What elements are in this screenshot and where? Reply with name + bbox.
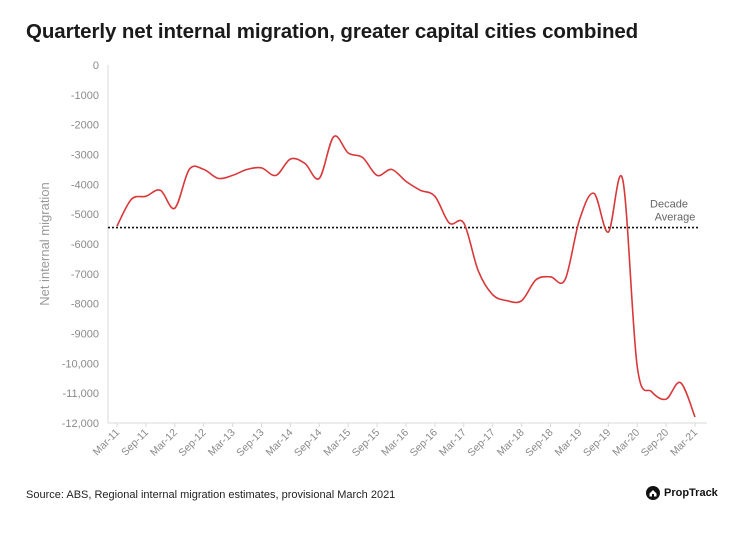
- data-point: [665, 398, 668, 401]
- data-point: [549, 275, 552, 278]
- series-line: [116, 135, 696, 418]
- data-point: [318, 177, 321, 180]
- data-point: [535, 278, 538, 281]
- data-point: [462, 222, 465, 225]
- y-tick-label: -8000: [71, 299, 99, 311]
- y-tick-label: -3000: [71, 150, 99, 162]
- data-point: [650, 390, 653, 393]
- x-tick-labels: Mar-11Sep-11Mar-12Sep-12Mar-13Sep-13Mar-…: [91, 427, 701, 460]
- data-point: [361, 156, 364, 159]
- data-point: [405, 180, 408, 183]
- data-point: [274, 174, 277, 177]
- x-tick-label: Sep-13: [234, 427, 267, 460]
- y-tick-label: -6000: [71, 239, 99, 251]
- data-point: [477, 269, 480, 272]
- data-point: [231, 174, 234, 177]
- y-tick-label: -10,000: [62, 358, 99, 370]
- y-tick-label: -9000: [71, 329, 99, 341]
- y-tick-label: -7000: [71, 269, 99, 281]
- data-point: [202, 168, 205, 171]
- decade-average-label-line1: Decade: [650, 199, 688, 211]
- x-tick-label: Mar-11: [91, 427, 123, 459]
- data-point: [578, 219, 581, 222]
- data-point: [130, 198, 133, 201]
- decade-average-label-line2: Average: [655, 212, 696, 224]
- data-point: [390, 168, 393, 171]
- x-tick-label: Mar-19: [553, 427, 585, 459]
- x-tick-label: Sep-16: [408, 427, 441, 460]
- x-tick-label: Mar-15: [321, 427, 353, 459]
- x-tick-label: Mar-13: [206, 427, 238, 459]
- x-tick-label: Sep-12: [176, 427, 209, 460]
- x-tick-label: Mar-17: [437, 427, 469, 459]
- x-tick-label: Mar-18: [495, 427, 527, 459]
- house-logo-icon: [646, 486, 660, 500]
- data-point: [303, 162, 306, 165]
- x-tick-label: Sep-11: [119, 427, 151, 459]
- x-tick-marks: [116, 423, 696, 427]
- data-point: [116, 225, 119, 228]
- x-tick-label: Sep-14: [292, 427, 325, 460]
- data-point: [506, 299, 509, 302]
- data-point: [347, 152, 350, 155]
- data-point: [592, 192, 595, 195]
- data-point: [260, 166, 263, 169]
- data-point: [419, 189, 422, 192]
- x-tick-label: Sep-15: [350, 427, 383, 460]
- data-point: [289, 157, 292, 160]
- data-point: [607, 231, 610, 234]
- data-point: [520, 299, 523, 302]
- data-point: [144, 195, 147, 198]
- data-point: [188, 168, 191, 171]
- x-tick-label: Mar-16: [379, 427, 411, 459]
- data-point: [159, 189, 162, 192]
- data-point: [621, 178, 624, 181]
- data-point: [332, 135, 335, 138]
- y-tick-labels: 0 -1000 -2000 -3000 -4000 -5000 -6000 -7000 -800…: [62, 60, 99, 430]
- data-point: [246, 168, 249, 171]
- data-point: [217, 177, 220, 180]
- y-axis-label: Net internal migration: [37, 182, 52, 306]
- y-tick-label: -5000: [71, 209, 99, 221]
- x-tick-label: Mar-12: [148, 427, 180, 459]
- series-points: [116, 135, 697, 418]
- y-tick-label: 0: [93, 60, 99, 72]
- data-point: [636, 365, 639, 368]
- data-point: [694, 416, 697, 419]
- data-point: [491, 293, 494, 296]
- y-tick-label: -2000: [71, 120, 99, 132]
- brand-logo: PropTrack: [646, 486, 718, 500]
- x-tick-label: Mar-20: [610, 427, 642, 459]
- chart-title: Quarterly net internal migration, greate…: [26, 20, 639, 43]
- source-note: Source: ABS, Regional internal migration…: [26, 489, 396, 501]
- y-tick-label: -1000: [71, 90, 99, 102]
- data-point: [376, 174, 379, 177]
- data-point: [563, 278, 566, 281]
- data-point: [173, 207, 176, 210]
- data-point: [433, 195, 436, 198]
- brand-name: PropTrack: [664, 487, 718, 499]
- x-tick-label: Mar-14: [264, 427, 296, 459]
- x-tick-label: Sep-18: [523, 427, 556, 460]
- y-tick-label: -4000: [71, 179, 99, 191]
- y-tick-label: -11,000: [63, 388, 100, 400]
- y-tick-label: -12,000: [62, 418, 99, 430]
- x-tick-label: Mar-21: [668, 427, 700, 459]
- x-tick-label: Sep-20: [639, 427, 672, 460]
- data-point: [448, 222, 451, 225]
- data-point: [679, 381, 682, 384]
- x-tick-label: Sep-19: [581, 427, 614, 460]
- x-tick-label: Sep-17: [465, 427, 498, 460]
